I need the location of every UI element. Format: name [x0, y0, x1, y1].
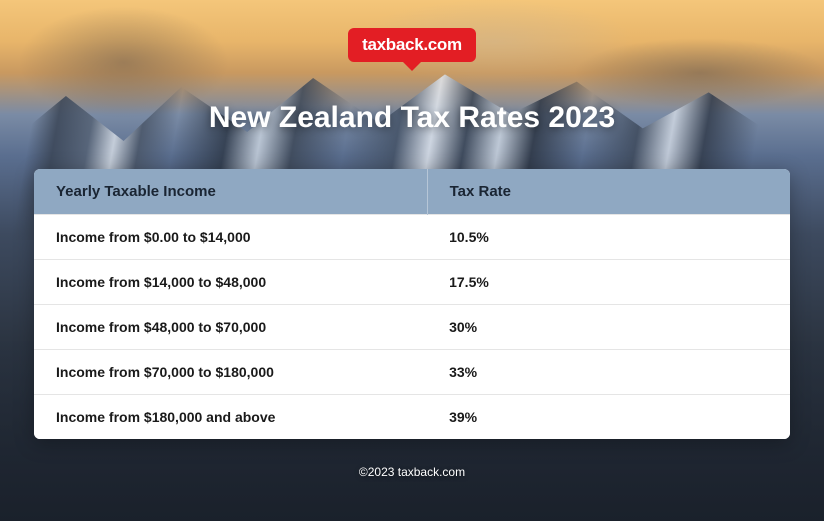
- col-header-rate: Tax Rate: [427, 169, 790, 215]
- income-cell: Income from $0.00 to $14,000: [34, 215, 427, 260]
- table-row: Income from $70,000 to $180,00033%: [34, 350, 790, 395]
- rate-cell: 10.5%: [427, 215, 790, 260]
- table-row: Income from $180,000 and above39%: [34, 395, 790, 440]
- page-title: New Zealand Tax Rates 2023: [209, 101, 615, 135]
- income-cell: Income from $70,000 to $180,000: [34, 350, 427, 395]
- income-cell: Income from $48,000 to $70,000: [34, 305, 427, 350]
- rate-cell: 17.5%: [427, 260, 790, 305]
- table-row: Income from $48,000 to $70,00030%: [34, 305, 790, 350]
- rate-cell: 33%: [427, 350, 790, 395]
- rate-cell: 39%: [427, 395, 790, 440]
- tax-rates-table: Yearly Taxable Income Tax Rate Income fr…: [34, 169, 790, 439]
- table-row: Income from $0.00 to $14,00010.5%: [34, 215, 790, 260]
- table-header-row: Yearly Taxable Income Tax Rate: [34, 169, 790, 215]
- income-cell: Income from $14,000 to $48,000: [34, 260, 427, 305]
- table-row: Income from $14,000 to $48,00017.5%: [34, 260, 790, 305]
- footer-copyright: ©2023 taxback.com: [359, 465, 465, 479]
- col-header-income: Yearly Taxable Income: [34, 169, 427, 215]
- logo-pointer-icon: [402, 61, 422, 71]
- rate-cell: 30%: [427, 305, 790, 350]
- logo-text: taxback.com: [348, 28, 476, 62]
- logo: taxback.com: [348, 28, 476, 71]
- income-cell: Income from $180,000 and above: [34, 395, 427, 440]
